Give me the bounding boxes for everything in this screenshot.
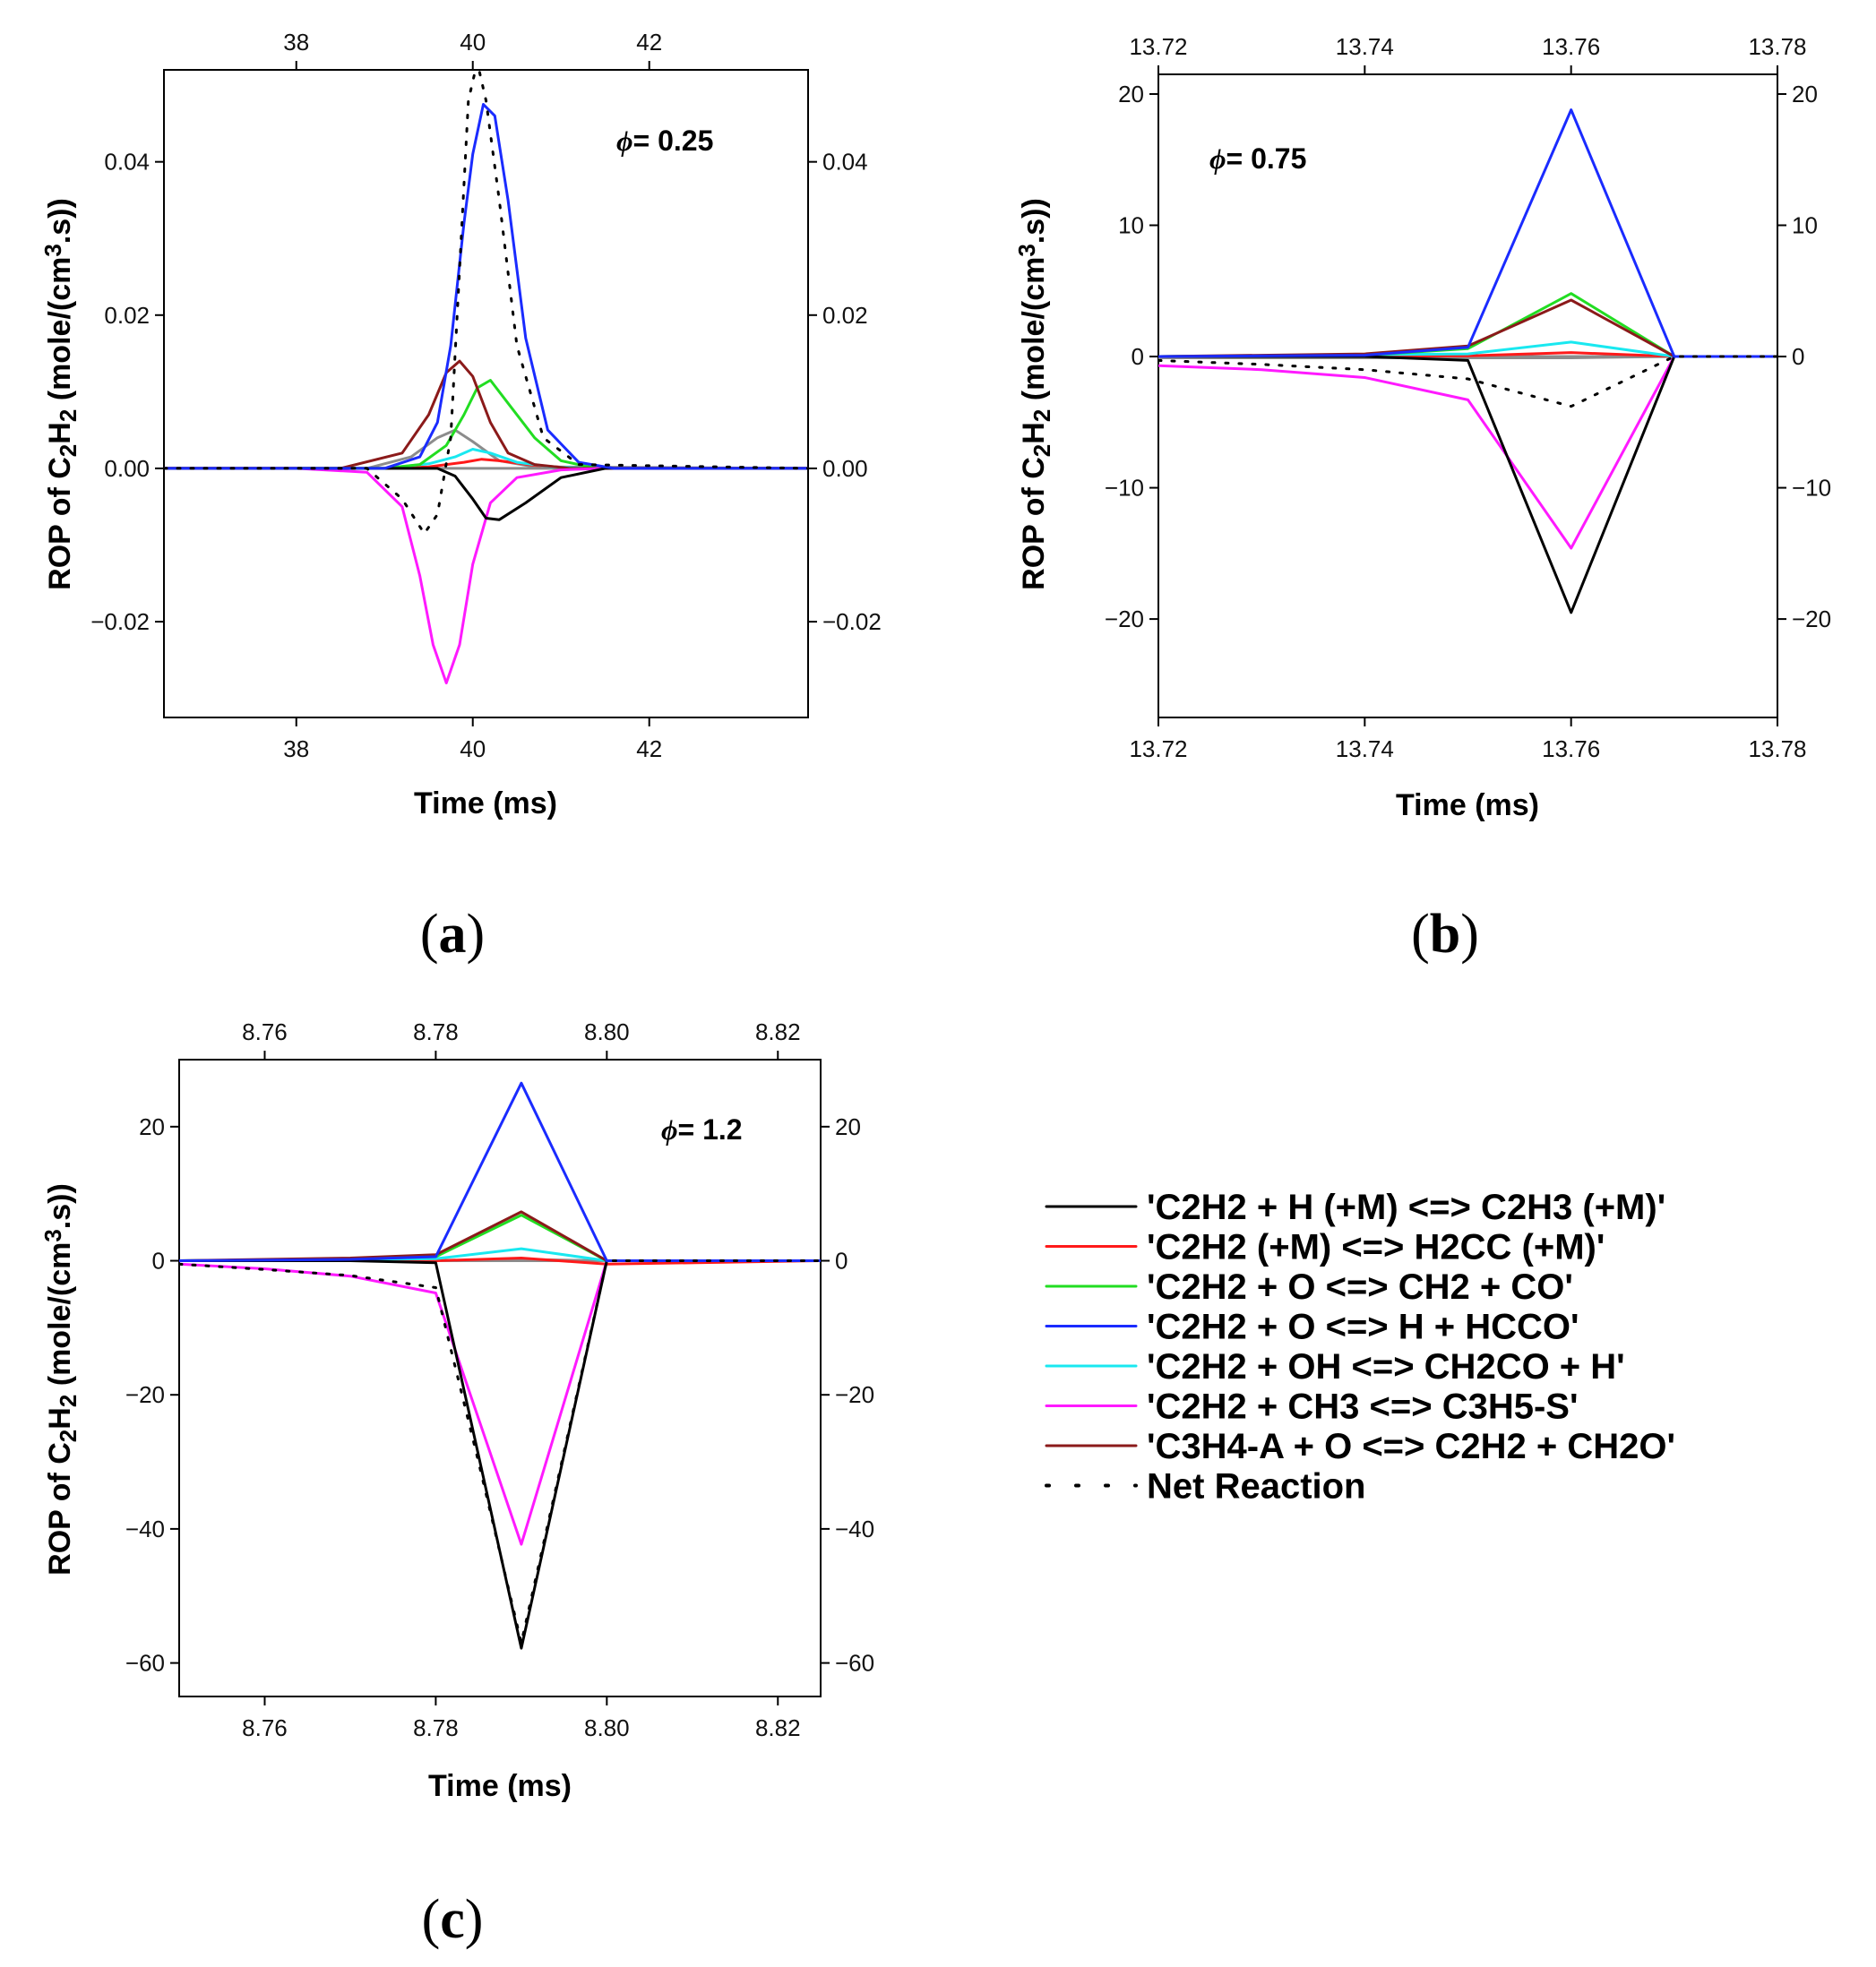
x-tick-label-bottom-b: 13.78 [1748,735,1806,762]
y-tick-label-left-b: −10 [1105,475,1144,502]
x-tick-label-top-c: 8.80 [584,1018,630,1045]
phi-annotation-c: ϕ= 1.2 [661,1113,743,1146]
series-line-b-net-reaction [1158,355,1777,408]
y-axis-label-b: ROP of C2H2 (mole/(cm3.s)) [1013,198,1056,590]
y-tick-label-right-c: −60 [835,1650,874,1677]
x-tick-label-top-b: 13.72 [1129,33,1187,60]
panel-label-a: (a) [420,904,485,965]
x-tick-label-top-a: 42 [636,29,662,56]
y-tick-label-left-c: −20 [125,1381,165,1408]
x-axis-label-b: Time (ms) [1396,788,1539,822]
series-line-a-c2h2-ch3-c3h5-s [164,467,808,684]
y-tick-label-left-c: 0 [152,1248,165,1275]
y-axis-label-c: ROP of C2H2 (mole/(cm3.s)) [39,1183,82,1576]
y-tick-label-right-b: 20 [1792,81,1818,107]
y-tick-label-right-c: −20 [835,1381,874,1408]
phi-annotation-a: ϕ= 0.25 [616,125,713,157]
y-tick-label-right-a: 0.02 [822,302,868,329]
phi-annotation-b: ϕ= 0.75 [1209,142,1306,175]
y-tick-label-right-b: 10 [1792,212,1818,239]
y-tick-label-right-a: −0.02 [822,608,882,635]
x-tick-label-bottom-c: 8.78 [413,1714,459,1741]
x-tick-label-bottom-a: 40 [460,735,486,762]
x-tick-label-top-c: 8.78 [413,1018,459,1045]
y-tick-label-right-b: −20 [1792,606,1831,632]
plot-frame-a [163,69,809,718]
x-tick-label-top-a: 40 [460,29,486,56]
series-line-b-c2h2-o-h-hcco [1158,108,1777,358]
y-tick-label-left-a: 0.00 [104,455,150,482]
x-axis-label-c: Time (ms) [428,1769,572,1803]
series-line-a-c3h4-a-o-c2h2-ch2o [164,359,808,470]
x-tick-label-top-b: 13.76 [1542,33,1600,60]
plot-frame-c [178,1059,822,1697]
legend: 'C2H2 + H (+M) <=> C2H3 (+M)''C2H2 (+M) … [1045,1188,1675,1507]
y-tick-label-right-c: −40 [835,1516,874,1542]
x-tick-label-bottom-c: 8.80 [584,1714,630,1741]
y-tick-label-right-c: 0 [835,1248,848,1275]
legend-label-c2h2-h-m-c2h3-m: 'C2H2 + H (+M) <=> C2H3 (+M)' [1147,1188,1665,1227]
y-tick-label-left-c: −40 [125,1516,165,1542]
series-line-a-c2h2-h-m-c2h3-m [164,467,808,521]
x-tick-label-top-b: 13.78 [1748,33,1806,60]
chart-b: 13.72 13.72 13.74 13.74 13.76 13.76 13.78 13.78… [1013,33,1832,965]
legend-label-c2h2-oh-ch2co-h: 'C2H2 + OH <=> CH2CO + H' [1147,1347,1625,1387]
legend-label-c2h2-o-ch2-co: 'C2H2 + O <=> CH2 + CO' [1147,1267,1573,1307]
y-tick-label-right-a: 0.00 [822,455,868,482]
x-tick-label-top-c: 8.82 [755,1018,801,1045]
x-tick-label-bottom-a: 42 [636,735,662,762]
y-tick-label-left-b: 10 [1118,212,1144,239]
x-axis-label-a: Time (ms) [414,786,557,820]
x-tick-label-bottom-c: 8.76 [242,1714,288,1741]
y-tick-label-right-b: 0 [1792,343,1804,370]
y-tick-label-left-b: 0 [1132,343,1144,370]
legend-label-c3h4-a-o-c2h2-ch2o: 'C3H4-A + O <=> C2H2 + CH2O' [1147,1427,1675,1466]
y-axis-label-a: ROP of C2H2 (mole/(cm3.s)) [39,198,82,590]
x-tick-label-top-a: 38 [283,29,309,56]
y-tick-label-left-b: −20 [1105,606,1144,632]
y-tick-label-right-a: 0.04 [822,149,868,176]
x-tick-label-top-b: 13.74 [1336,33,1394,60]
chart-a: 38 38 40 40 42 42 −0.02 −0.02 0.00 0.00 0.02 0.02 0.… [39,29,882,965]
chart-c: 8.76 8.76 8.78 8.78 8.80 8.80 8.82 8.82 −60 −60 −4… [39,1018,875,1950]
y-tick-label-right-b: −10 [1792,475,1831,502]
series-line-a-c2h2-o-ch2-co [164,379,808,470]
y-tick-label-left-c: 20 [139,1113,165,1140]
x-tick-label-top-c: 8.76 [242,1018,288,1045]
x-tick-label-bottom-b: 13.76 [1542,735,1600,762]
x-tick-label-bottom-c: 8.82 [755,1714,801,1741]
x-tick-label-bottom-a: 38 [283,735,309,762]
legend-label-net-reaction: Net Reaction [1147,1467,1366,1507]
legend-label-c2h2-m-h2cc-m: 'C2H2 (+M) <=> H2CC (+M)' [1147,1228,1605,1267]
plot-frame-b [1157,73,1778,718]
y-tick-label-left-c: −60 [125,1650,165,1677]
y-tick-label-left-a: 0.04 [104,149,150,176]
series-line-a-c2h2-o-h-hcco [164,103,808,470]
panel-label-c: (c) [422,1889,484,1950]
legend-label-c2h2-ch3-c3h5-s: 'C2H2 + CH3 <=> C3H5-S' [1147,1387,1578,1427]
y-tick-label-right-c: 20 [835,1113,861,1140]
y-tick-label-left-a: 0.02 [104,302,150,329]
series-line-a-net-reaction [164,70,808,536]
legend-label-c2h2-o-h-hcco: 'C2H2 + O <=> H + HCCO' [1147,1308,1579,1347]
y-tick-label-left-a: −0.02 [90,608,150,635]
x-tick-label-bottom-b: 13.72 [1129,735,1187,762]
panel-label-b: (b) [1411,904,1479,965]
y-tick-label-left-b: 20 [1118,81,1144,107]
x-tick-label-bottom-b: 13.74 [1336,735,1394,762]
